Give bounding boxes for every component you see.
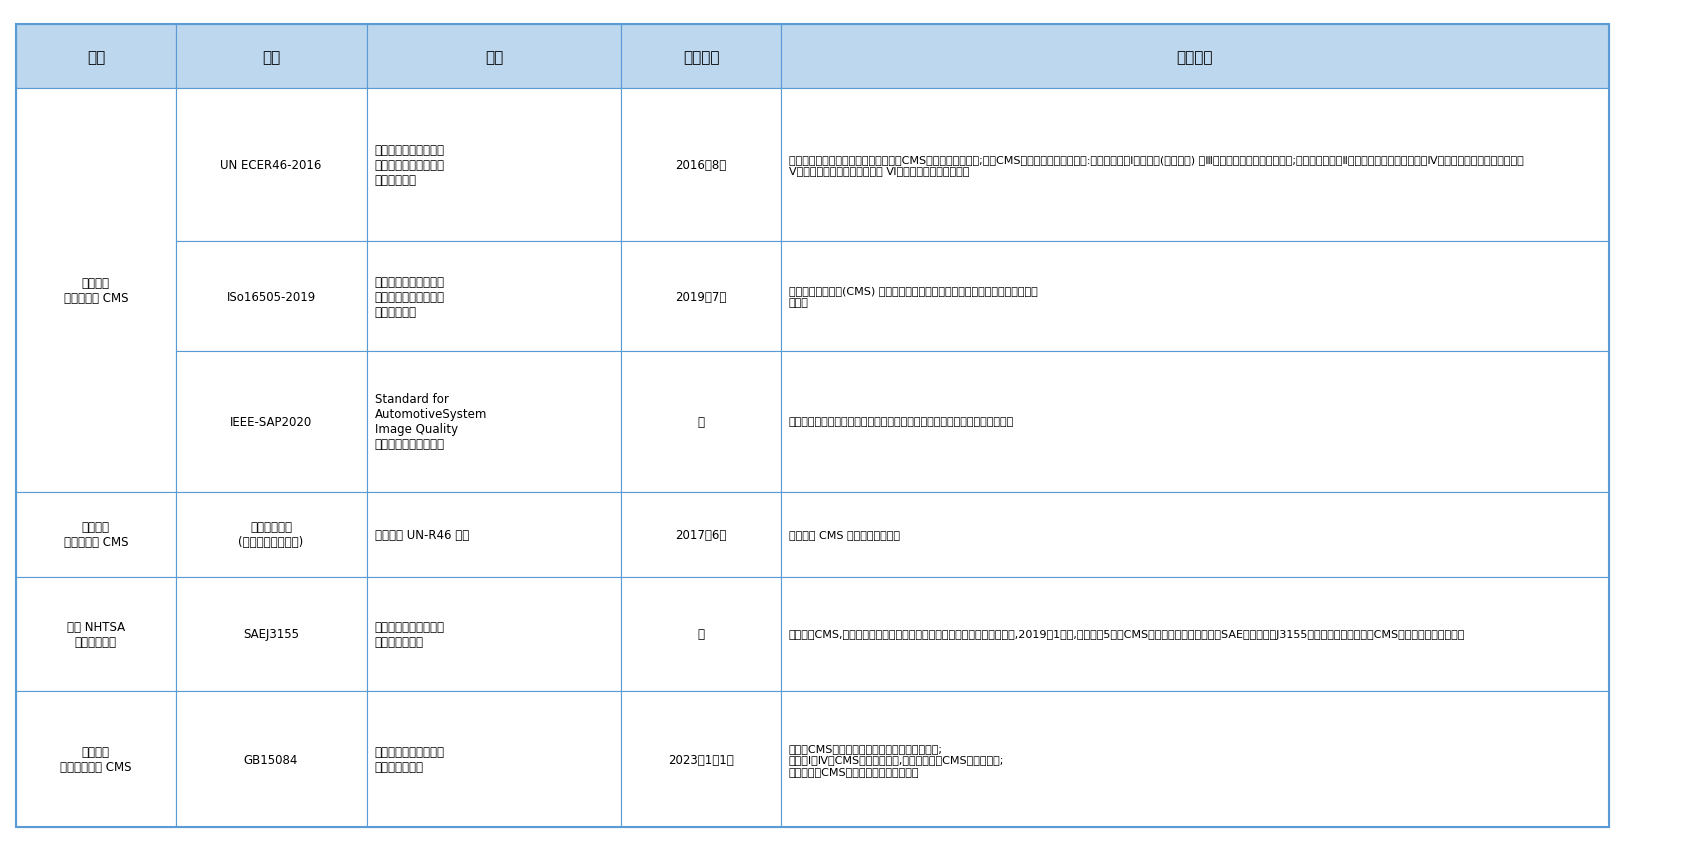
Text: Standard for
AutomotiveSystem
Image Quality
车载相机图像质量标准: Standard for AutomotiveSystem Image Qual… bbox=[375, 393, 488, 451]
Text: 摄像头监视器系统测试
协议和性能要求: 摄像头监视器系统测试 协议和性能要求 bbox=[375, 620, 445, 648]
Bar bbox=[366, 25, 621, 89]
Text: 2023年1月1日: 2023年1月1日 bbox=[668, 753, 734, 766]
Bar bbox=[621, 89, 781, 241]
Text: 区域: 区域 bbox=[86, 50, 105, 65]
Text: 美国 NHTSA
正在规划阶段: 美国 NHTSA 正在规划阶段 bbox=[67, 620, 125, 648]
Bar bbox=[781, 241, 1609, 352]
Text: 增加了CMS凸出高度要求及突出高度的测量方法;
增加了Ⅰ至Ⅳ类CMS的功能性要求,修改了乘用车CMS的附注要求;
增加了对于CMS的撞击要求及试验方法。: 增加了CMS凸出高度要求及突出高度的测量方法; 增加了Ⅰ至Ⅳ类CMS的功能性要求… bbox=[790, 743, 1004, 776]
Text: 日本保安基准
(道路车辆安全标准): 日本保安基准 (道路车辆安全标准) bbox=[238, 521, 304, 549]
Text: GB15084: GB15084 bbox=[245, 753, 299, 766]
Text: －: － bbox=[697, 628, 705, 641]
Bar bbox=[175, 241, 366, 352]
Bar bbox=[366, 691, 621, 827]
Bar bbox=[781, 492, 1609, 576]
Text: 是首个允许在乘用车和商用车辆中使用CMS替代后视镜的法规;允许CMS替代以下类别的后视镜:用于乘用车的Ⅰ类后视镜(内后视镜) 和Ⅲ类后视镜（主要外后视镜）;用于: 是首个允许在乘用车和商用车辆中使用CMS替代后视镜的法规;允许CMS替代以下类别… bbox=[790, 154, 1523, 176]
Text: 项目: 项目 bbox=[261, 50, 280, 65]
Bar bbox=[17, 576, 175, 691]
Bar bbox=[17, 25, 175, 89]
Bar bbox=[17, 89, 175, 492]
Bar bbox=[781, 25, 1609, 89]
Bar bbox=[621, 492, 781, 576]
Text: 摄像头监视系统的人体
工程学和性能方面的要
求和测试程序: 摄像头监视系统的人体 工程学和性能方面的要 求和测试程序 bbox=[375, 275, 445, 318]
Text: 2019年7月: 2019年7月 bbox=[675, 290, 727, 303]
Text: 关于间接视野装置及安
装间接视野装置车辆认
证的统一规定: 关于间接视野装置及安 装间接视野装置车辆认 证的统一规定 bbox=[375, 143, 445, 187]
Text: 目的在于未来出台规范车上的所有的摄像头图像质量和解决相关的测试及问题: 目的在于未来出台规范车上的所有的摄像头图像质量和解决相关的测试及问题 bbox=[790, 417, 1014, 427]
Text: 日本法规
已允许使用 CMS: 日本法规 已允许使用 CMS bbox=[64, 521, 128, 549]
Bar bbox=[621, 576, 781, 691]
Bar bbox=[781, 576, 1609, 691]
Bar bbox=[781, 352, 1609, 492]
Bar bbox=[781, 89, 1609, 241]
Text: 中国法规
即将允许使用 CMS: 中国法规 即将允许使用 CMS bbox=[61, 745, 132, 773]
Bar bbox=[175, 691, 366, 827]
Text: 实施时间: 实施时间 bbox=[683, 50, 719, 65]
Text: 允许使用CMS,但不能完全取代传统玻璃反射镜。商用车方面特别开了绿灯,2019年1月起,可以试用5年用CMS取代传统的玻璃反射镜。SAE正在制定的J3155标准: 允许使用CMS,但不能完全取代传统玻璃反射镜。商用车方面特别开了绿灯,2019年… bbox=[790, 629, 1466, 639]
Text: 机动车辆间接视野装置
性能和安装要求: 机动车辆间接视野装置 性能和安装要求 bbox=[375, 745, 445, 773]
Text: 2016年8月: 2016年8月 bbox=[675, 159, 727, 172]
Bar bbox=[175, 576, 366, 691]
Text: 同步采用 UN-R46 法规: 同步采用 UN-R46 法规 bbox=[375, 528, 469, 541]
Text: 允许使用 CMS 替代车辆传统视镜: 允许使用 CMS 替代车辆传统视镜 bbox=[790, 529, 899, 539]
Bar bbox=[366, 89, 621, 241]
Text: UN ECER46-2016: UN ECER46-2016 bbox=[221, 159, 322, 172]
Bar bbox=[621, 25, 781, 89]
Bar bbox=[621, 352, 781, 492]
Text: IEEE-SAP2020: IEEE-SAP2020 bbox=[229, 415, 312, 429]
Text: 欧洲法规
已允许使用 CMS: 欧洲法规 已允许使用 CMS bbox=[64, 277, 128, 305]
Bar bbox=[175, 492, 366, 576]
Bar bbox=[366, 576, 621, 691]
Bar bbox=[175, 89, 366, 241]
Bar bbox=[17, 691, 175, 827]
Bar bbox=[175, 352, 366, 492]
Text: 为摄像机监控系统(CMS) 提供最低限度的行驶安全、人体工程学的性能要求及测
试方法: 为摄像机监控系统(CMS) 提供最低限度的行驶安全、人体工程学的性能要求及测 试… bbox=[790, 286, 1038, 307]
Text: －: － bbox=[697, 415, 705, 429]
Text: 名称: 名称 bbox=[484, 50, 503, 65]
Bar bbox=[781, 691, 1609, 827]
Text: 主要内容: 主要内容 bbox=[1176, 50, 1213, 65]
Text: ISo16505-2019: ISo16505-2019 bbox=[226, 290, 315, 303]
Bar bbox=[17, 492, 175, 576]
Bar bbox=[175, 25, 366, 89]
Bar bbox=[621, 691, 781, 827]
Text: SAEJ3155: SAEJ3155 bbox=[243, 628, 299, 641]
Bar bbox=[366, 492, 621, 576]
Bar bbox=[366, 241, 621, 352]
Bar bbox=[621, 241, 781, 352]
Text: 2017年6月: 2017年6月 bbox=[675, 528, 727, 541]
Bar bbox=[366, 352, 621, 492]
